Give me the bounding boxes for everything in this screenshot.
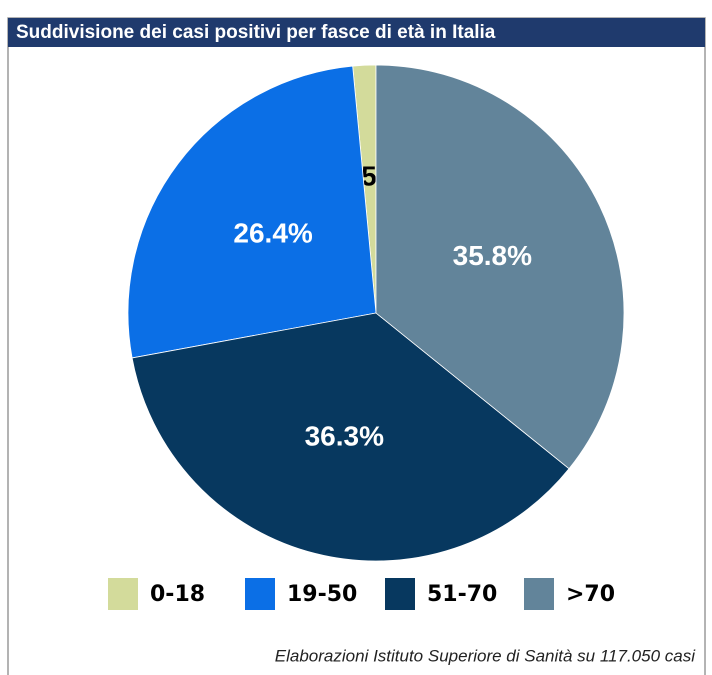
pie-slice <box>127 65 377 359</box>
value-label: 35.8% <box>453 240 532 271</box>
value-label: 36.3% <box>305 420 384 451</box>
legend-label: 19-50 <box>287 582 357 607</box>
source-note: Elaborazioni Istituto Superiore di Sanit… <box>275 646 696 665</box>
chart-title: Suddivisione dei casi positivi per fasce… <box>16 22 496 43</box>
legend-label: >70 <box>566 582 615 607</box>
pie-slice <box>375 64 625 470</box>
value-label: 26.4% <box>233 218 312 249</box>
pie-slice <box>131 312 570 562</box>
legend-label: 0-18 <box>150 582 205 607</box>
legend-swatch <box>108 578 138 610</box>
legend-swatch <box>524 578 554 610</box>
legend-swatch <box>245 578 275 610</box>
legend-swatch <box>385 578 415 610</box>
legend-label: 51-70 <box>427 582 497 607</box>
header-bar <box>8 18 705 47</box>
